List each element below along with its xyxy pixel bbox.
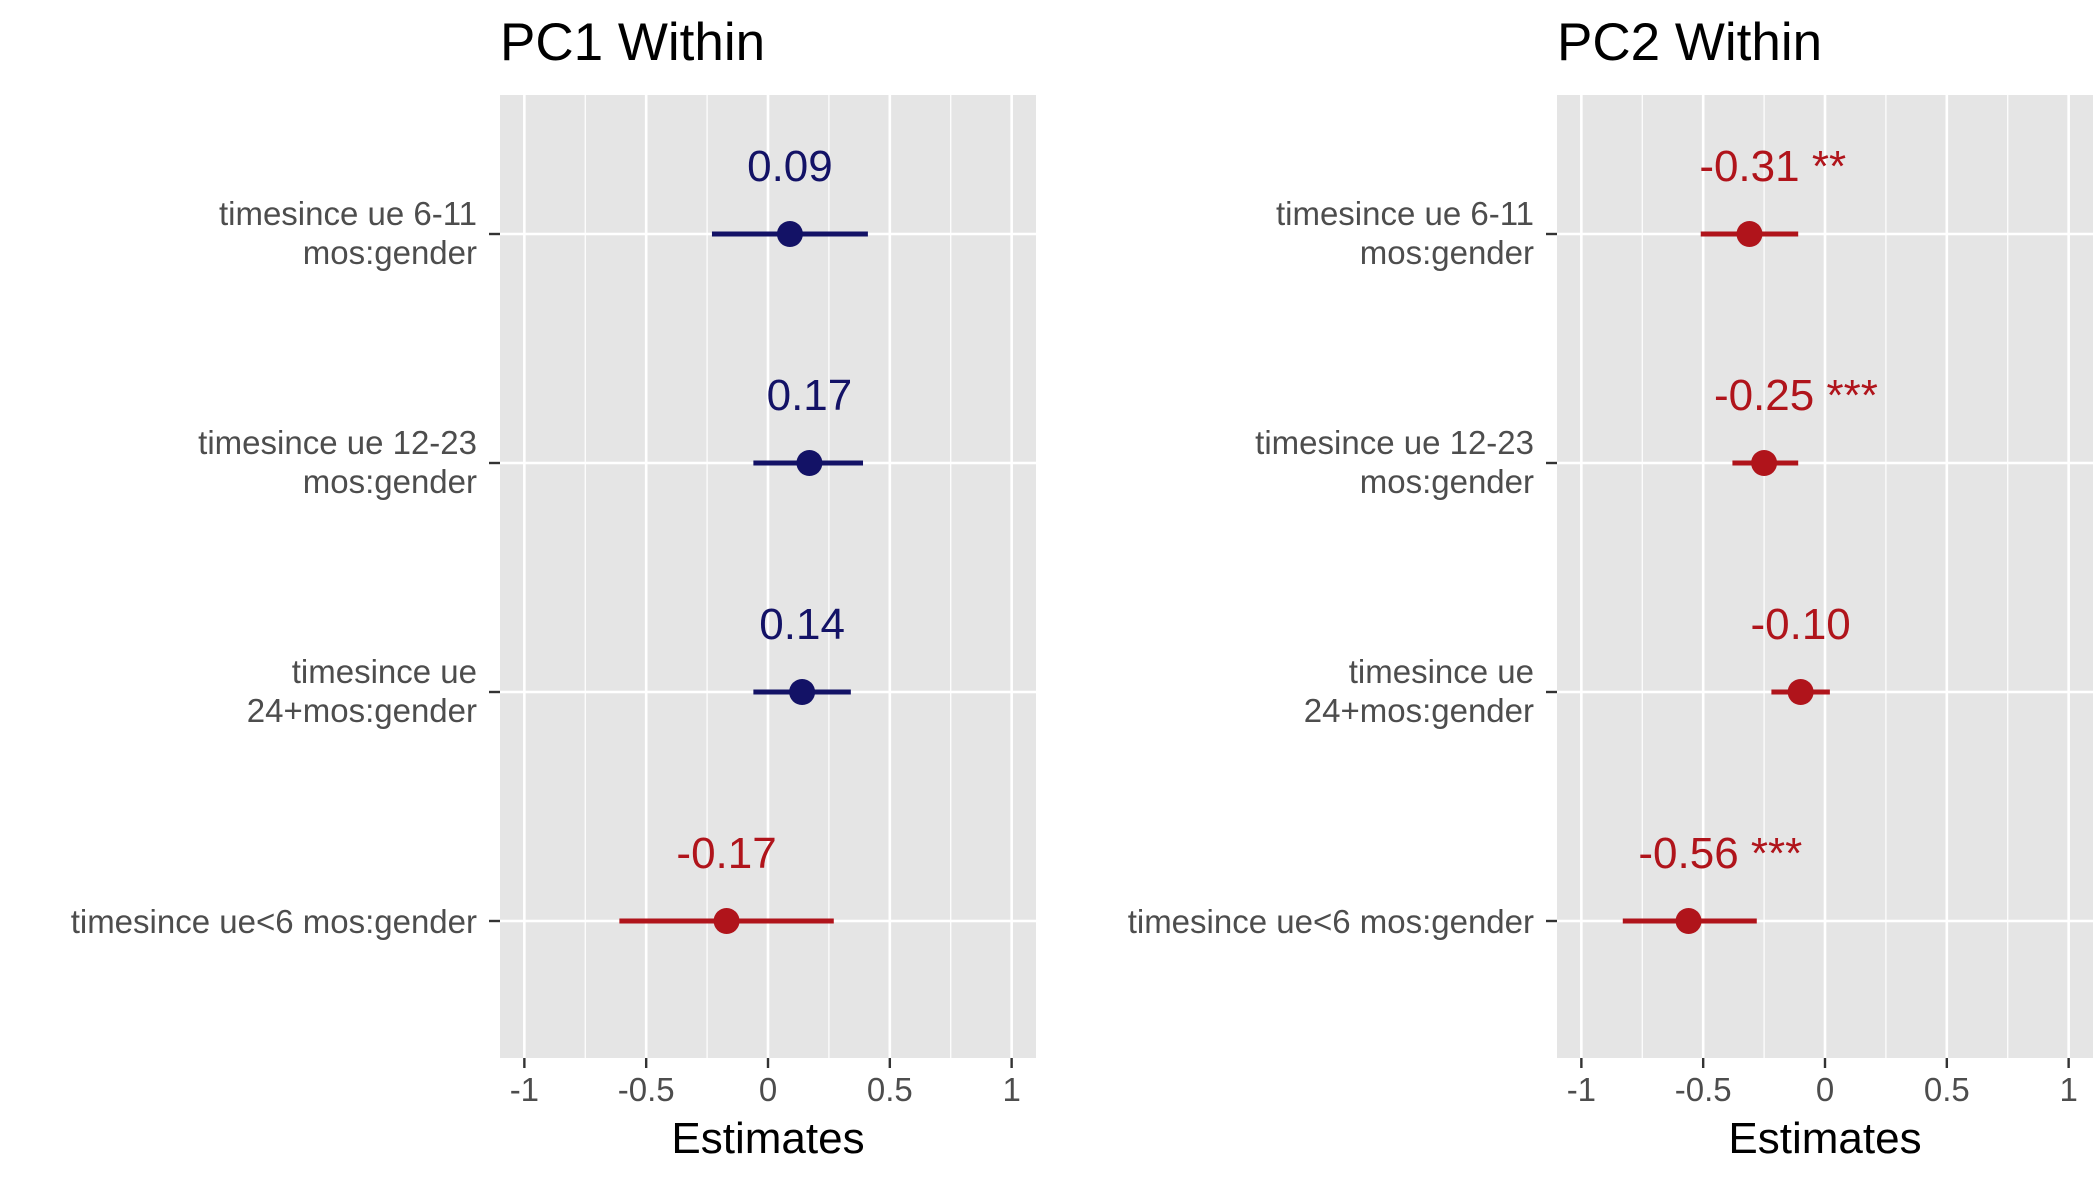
category-label-line: timesince ue 6-11 <box>219 195 477 232</box>
category-label-line: timesince ue 6-11 <box>1276 195 1534 232</box>
estimate-label: 0.17 <box>767 371 853 420</box>
panel-pc2-within: PC2 Within -1 -0.5 0 0.5 1 Estimates timesince … <box>1128 13 2093 1163</box>
panel-pc1-within: PC1 Within -1 -0.5 0 0.5 1 Estimates timesince … <box>71 13 1036 1163</box>
x-axis-title: Estimates <box>671 1114 864 1163</box>
estimate-point <box>776 221 803 247</box>
estimate-point <box>796 450 823 476</box>
estimate-label: -0.10 <box>1750 600 1850 649</box>
category-label-line: timesince ue <box>1349 653 1534 690</box>
category-label-line: timesince ue <box>292 653 477 690</box>
category-label-line: 24+mos:gender <box>247 692 477 729</box>
x-tick-label: 0 <box>759 1071 777 1108</box>
category-label: timesince ue 24+mos:gender <box>247 653 477 729</box>
x-tick-label: 1 <box>1002 1071 1020 1108</box>
x-axis-title: Estimates <box>1728 1114 1921 1163</box>
x-tick-label: 0.5 <box>1924 1071 1970 1108</box>
category-label-line: timesince ue 12-23 <box>198 424 477 461</box>
estimate-point <box>1736 221 1763 247</box>
estimate-point <box>789 679 816 705</box>
x-tick-label: -1 <box>1567 1071 1596 1108</box>
panel-title: PC2 Within <box>1557 13 1822 72</box>
panel-title: PC1 Within <box>500 13 765 72</box>
estimate-label: -0.25 *** <box>1714 371 1878 420</box>
x-tick-label: -0.5 <box>618 1071 675 1108</box>
category-label: timesince ue 12-23 mos:gender <box>198 424 477 500</box>
category-label: timesince ue<6 mos:gender <box>71 903 477 940</box>
estimate-point <box>1675 908 1702 934</box>
estimate-label: -0.56 *** <box>1638 829 1802 878</box>
estimate-label: 0.14 <box>759 600 845 649</box>
category-label-line: mos:gender <box>1360 463 1534 500</box>
category-label: timesince ue 12-23 mos:gender <box>1255 424 1534 500</box>
x-tick-label: -1 <box>510 1071 539 1108</box>
estimate-point <box>713 908 740 934</box>
x-tick-label: 0 <box>1816 1071 1834 1108</box>
estimate-point <box>1787 679 1814 705</box>
category-label: timesince ue 24+mos:gender <box>1304 653 1534 729</box>
category-label-line: mos:gender <box>303 234 477 271</box>
category-label-line: mos:gender <box>303 463 477 500</box>
category-label: timesince ue<6 mos:gender <box>1128 903 1534 940</box>
category-label-line: timesince ue 12-23 <box>1255 424 1534 461</box>
category-label: timesince ue 6-11 mos:gender <box>219 195 477 271</box>
category-label: timesince ue 6-11 mos:gender <box>1276 195 1534 271</box>
category-label-line: mos:gender <box>1360 234 1534 271</box>
x-tick-label: -0.5 <box>1675 1071 1732 1108</box>
estimate-label: 0.09 <box>747 142 833 191</box>
estimate-point <box>1751 450 1778 476</box>
estimate-label: -0.17 <box>676 829 776 878</box>
x-tick-label: 1 <box>2059 1071 2077 1108</box>
x-tick-label: 0.5 <box>867 1071 913 1108</box>
estimate-label: -0.31 ** <box>1699 142 1846 191</box>
category-label-line: 24+mos:gender <box>1304 692 1534 729</box>
